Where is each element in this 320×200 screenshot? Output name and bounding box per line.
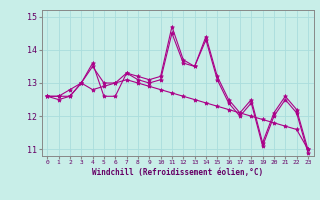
X-axis label: Windchill (Refroidissement éolien,°C): Windchill (Refroidissement éolien,°C) bbox=[92, 168, 263, 177]
